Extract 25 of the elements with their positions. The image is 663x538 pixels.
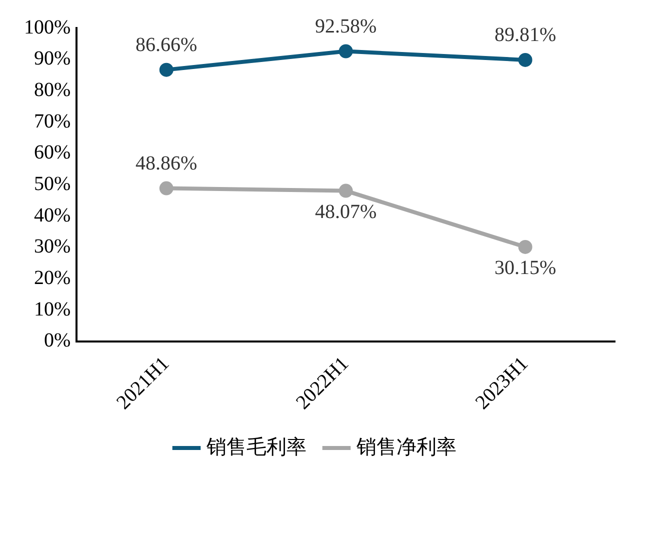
point xyxy=(518,240,532,254)
y-tick-label: 20% xyxy=(34,267,71,290)
legend-label: 销售毛利率 xyxy=(206,436,306,458)
y-tick-label: 80% xyxy=(34,78,71,101)
data-label: 48.07% xyxy=(314,201,377,224)
data-label: 89.81% xyxy=(494,24,556,46)
legend-label: 销售净利率 xyxy=(356,436,456,458)
y-tick-label: 70% xyxy=(34,110,71,132)
y-tick-label: 40% xyxy=(34,204,71,226)
y-tick-label: 50% xyxy=(34,172,71,195)
data-label: 48.86% xyxy=(136,152,198,175)
data-label: 86.66% xyxy=(136,34,198,56)
y-tick-label: 0% xyxy=(44,330,71,352)
point xyxy=(518,52,532,67)
point xyxy=(338,184,353,198)
point xyxy=(159,181,174,196)
y-tick-label: 90% xyxy=(34,48,71,70)
y-tick-label: 60% xyxy=(34,142,71,164)
point xyxy=(338,44,353,58)
y-tick-label: 30% xyxy=(34,236,71,258)
y-tick-label: 100% xyxy=(24,16,71,38)
data-label: 92.58% xyxy=(314,16,377,38)
data-label: 30.15% xyxy=(494,257,556,280)
point xyxy=(159,62,174,77)
y-tick-label: 10% xyxy=(34,298,71,320)
